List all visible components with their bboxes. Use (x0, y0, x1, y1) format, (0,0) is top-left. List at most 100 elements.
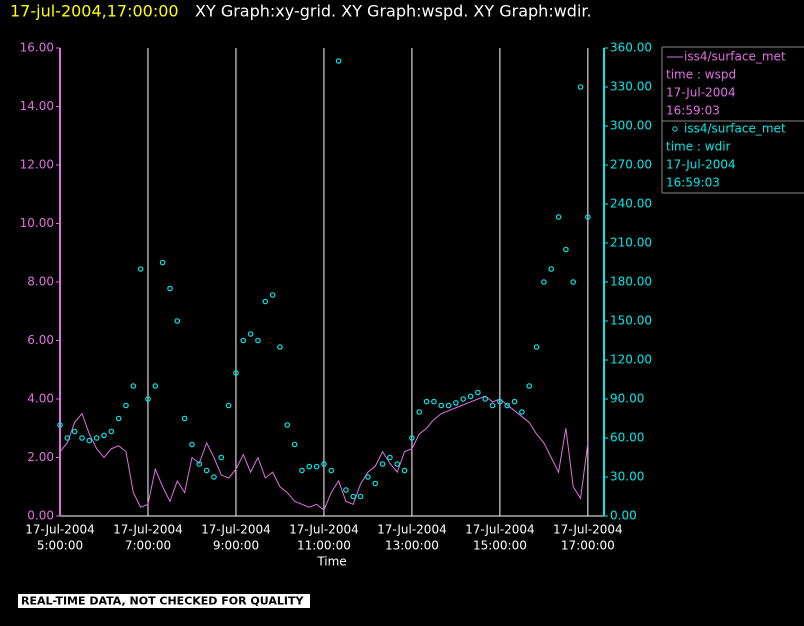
wdir-point (115, 415, 122, 422)
wdir-point (467, 393, 474, 400)
chart-title: XY Graph:xy-grid. XY Graph:wspd. XY Grap… (195, 2, 592, 21)
y2-tick-label: 300.00 (610, 119, 652, 133)
wdir-point (101, 432, 107, 439)
wdir-point (196, 461, 203, 467)
wdir-point (335, 58, 342, 64)
wdir-point (533, 344, 540, 350)
y2-tick-label: 180.00 (610, 275, 652, 289)
wdir-point (137, 266, 144, 272)
x-tick-date: 17-Jul-2004 (465, 523, 535, 537)
wdir-point (585, 214, 591, 220)
legend-time: 16:59:03 (666, 176, 720, 190)
wdir-point (409, 435, 415, 441)
title-time: 17-jul-2004,17:00:00 (10, 2, 179, 21)
wdir-point (563, 246, 569, 253)
wdir-point (541, 279, 547, 285)
wdir-point (357, 493, 364, 500)
wdir-point (306, 463, 313, 470)
x-tick-label: 15:00:00 (473, 539, 527, 553)
wdir-point (108, 428, 115, 435)
wdir-point (159, 259, 166, 266)
wdir-point (79, 435, 85, 441)
wdir-point (482, 396, 489, 402)
wdir-point (445, 402, 452, 409)
y2-tick-label: 150.00 (610, 314, 652, 328)
y2-tick-label: 60.00 (610, 431, 644, 445)
y-tick-label: 14.00 (20, 99, 54, 113)
wdir-point (570, 279, 577, 285)
y-tick-label: 8.00 (27, 275, 54, 289)
wdir-point (372, 480, 379, 487)
wdir-point (218, 454, 225, 461)
x-tick-date: 17-Jul-2004 (25, 523, 95, 537)
wdir-point (577, 84, 584, 90)
y2-tick-label: 330.00 (610, 80, 652, 94)
wdir-point (555, 214, 562, 220)
wdir-point (93, 435, 100, 441)
y-tick-label: 0.00 (27, 509, 54, 523)
y2-tick-label: 210.00 (610, 236, 652, 250)
y-tick-label: 16.00 (20, 41, 54, 55)
wdir-point (394, 461, 401, 467)
wdir-point (57, 422, 63, 428)
wdir-point (130, 383, 137, 389)
x-tick-date: 17-Jul-2004 (289, 523, 359, 537)
wdir-point (240, 337, 247, 344)
legend-date: 17-Jul-2004 (666, 158, 736, 172)
legend-var: time : wdir (666, 140, 731, 154)
wdir-point (189, 441, 195, 448)
wdir-point (299, 467, 305, 474)
wdir-point (255, 337, 261, 344)
wdir-point (291, 441, 298, 448)
wdir-point (489, 402, 496, 409)
legend-name: iss4/surface_met (684, 122, 786, 136)
wdir-point (350, 493, 357, 500)
x-tick-date: 17-Jul-2004 (553, 523, 623, 537)
wdir-point (548, 266, 555, 272)
wdir-point (247, 331, 254, 337)
wdir-point (321, 461, 327, 467)
legend-swatch (672, 126, 678, 132)
legend-var: time : wspd (666, 68, 736, 82)
x-tick-label: 17:00:00 (561, 539, 615, 553)
y2-tick-label: 90.00 (610, 392, 644, 406)
wdir-point (269, 292, 276, 298)
wdir-point (526, 383, 533, 389)
wdir-point (431, 398, 437, 405)
wdir-point (203, 467, 210, 474)
legend-date: 17-Jul-2004 (666, 86, 736, 100)
wdir-point (423, 398, 430, 405)
wdir-point (438, 402, 445, 409)
wdir-point (181, 415, 188, 422)
x-axis-label: Time (316, 555, 346, 569)
wdir-point (262, 298, 269, 305)
y2-tick-label: 270.00 (610, 158, 652, 172)
wdir-point (277, 344, 283, 350)
x-tick-label: 13:00:00 (385, 539, 439, 553)
wdir-point (86, 437, 93, 444)
y-tick-label: 12.00 (20, 158, 54, 172)
wdir-point (152, 383, 159, 389)
y2-tick-label: 240.00 (610, 197, 652, 211)
wdir-point (313, 463, 320, 470)
wdir-point (123, 402, 129, 409)
wdir-point (167, 285, 173, 292)
y2-tick-label: 0.00 (610, 509, 637, 523)
wdir-point (284, 422, 291, 428)
wdir-point (387, 454, 393, 461)
wdir-point (365, 474, 371, 480)
wdir-point (460, 396, 467, 402)
wdir-point (416, 409, 423, 415)
x-tick-date: 17-Jul-2004 (113, 523, 183, 537)
wdir-point (504, 402, 511, 409)
wdir-point (233, 370, 239, 376)
wdir-point (475, 389, 481, 396)
wdir-point (453, 400, 459, 406)
y-tick-label: 2.00 (27, 450, 54, 464)
y-tick-label: 10.00 (20, 216, 54, 230)
wdir-point (328, 467, 335, 474)
x-tick-label: 11:00:00 (297, 539, 351, 553)
wdir-point (519, 409, 525, 415)
wdir-point (145, 396, 151, 402)
